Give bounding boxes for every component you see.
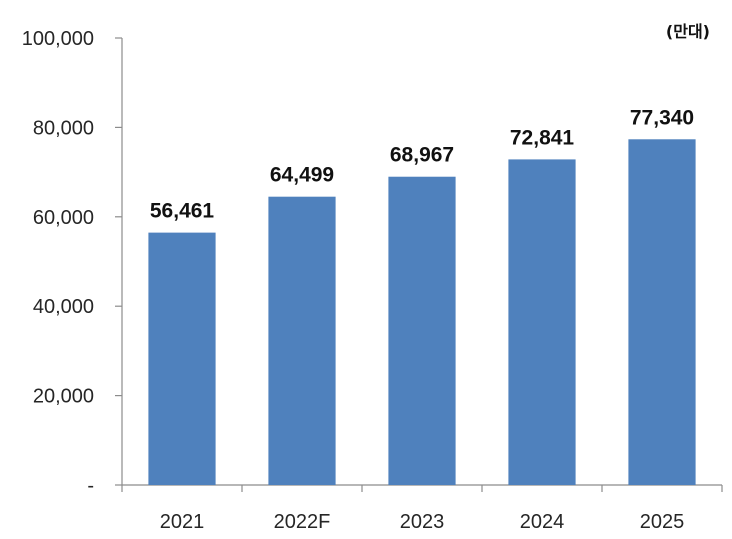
x-tick-label: 2021	[160, 511, 205, 533]
data-label: 68,967	[390, 144, 454, 167]
y-tick-label: 100,000	[22, 28, 94, 50]
y-tick-label: 80,000	[33, 117, 94, 139]
bar	[508, 159, 576, 485]
data-label: 77,340	[630, 106, 694, 129]
bar	[268, 196, 336, 486]
bar-series	[148, 139, 696, 486]
y-tick-label: 60,000	[33, 207, 94, 229]
y-tick-label: 20,000	[33, 386, 94, 408]
data-label: 64,499	[270, 164, 334, 187]
x-tick-label: 2023	[400, 511, 445, 533]
bar	[388, 176, 456, 485]
data-label: 56,461	[150, 200, 215, 223]
y-tick-label: 40,000	[33, 296, 94, 318]
x-tick-label: 2022F	[274, 511, 331, 533]
unit-label: (만대)	[666, 22, 710, 41]
data-labels: 56,461 64,499 68,967 72,841 77,340	[150, 106, 694, 222]
x-tick-label: 2025	[640, 511, 685, 533]
x-tick-label: 2024	[520, 511, 565, 533]
y-tick-label: -	[87, 475, 94, 497]
x-axis: 2021 2022F 2023 2024 2025	[121, 484, 723, 533]
y-axis: - 20,000 40,000 60,000 80,000 100,000	[22, 28, 123, 497]
data-label: 72,841	[510, 126, 575, 149]
bar	[148, 232, 216, 485]
bar	[628, 139, 696, 485]
